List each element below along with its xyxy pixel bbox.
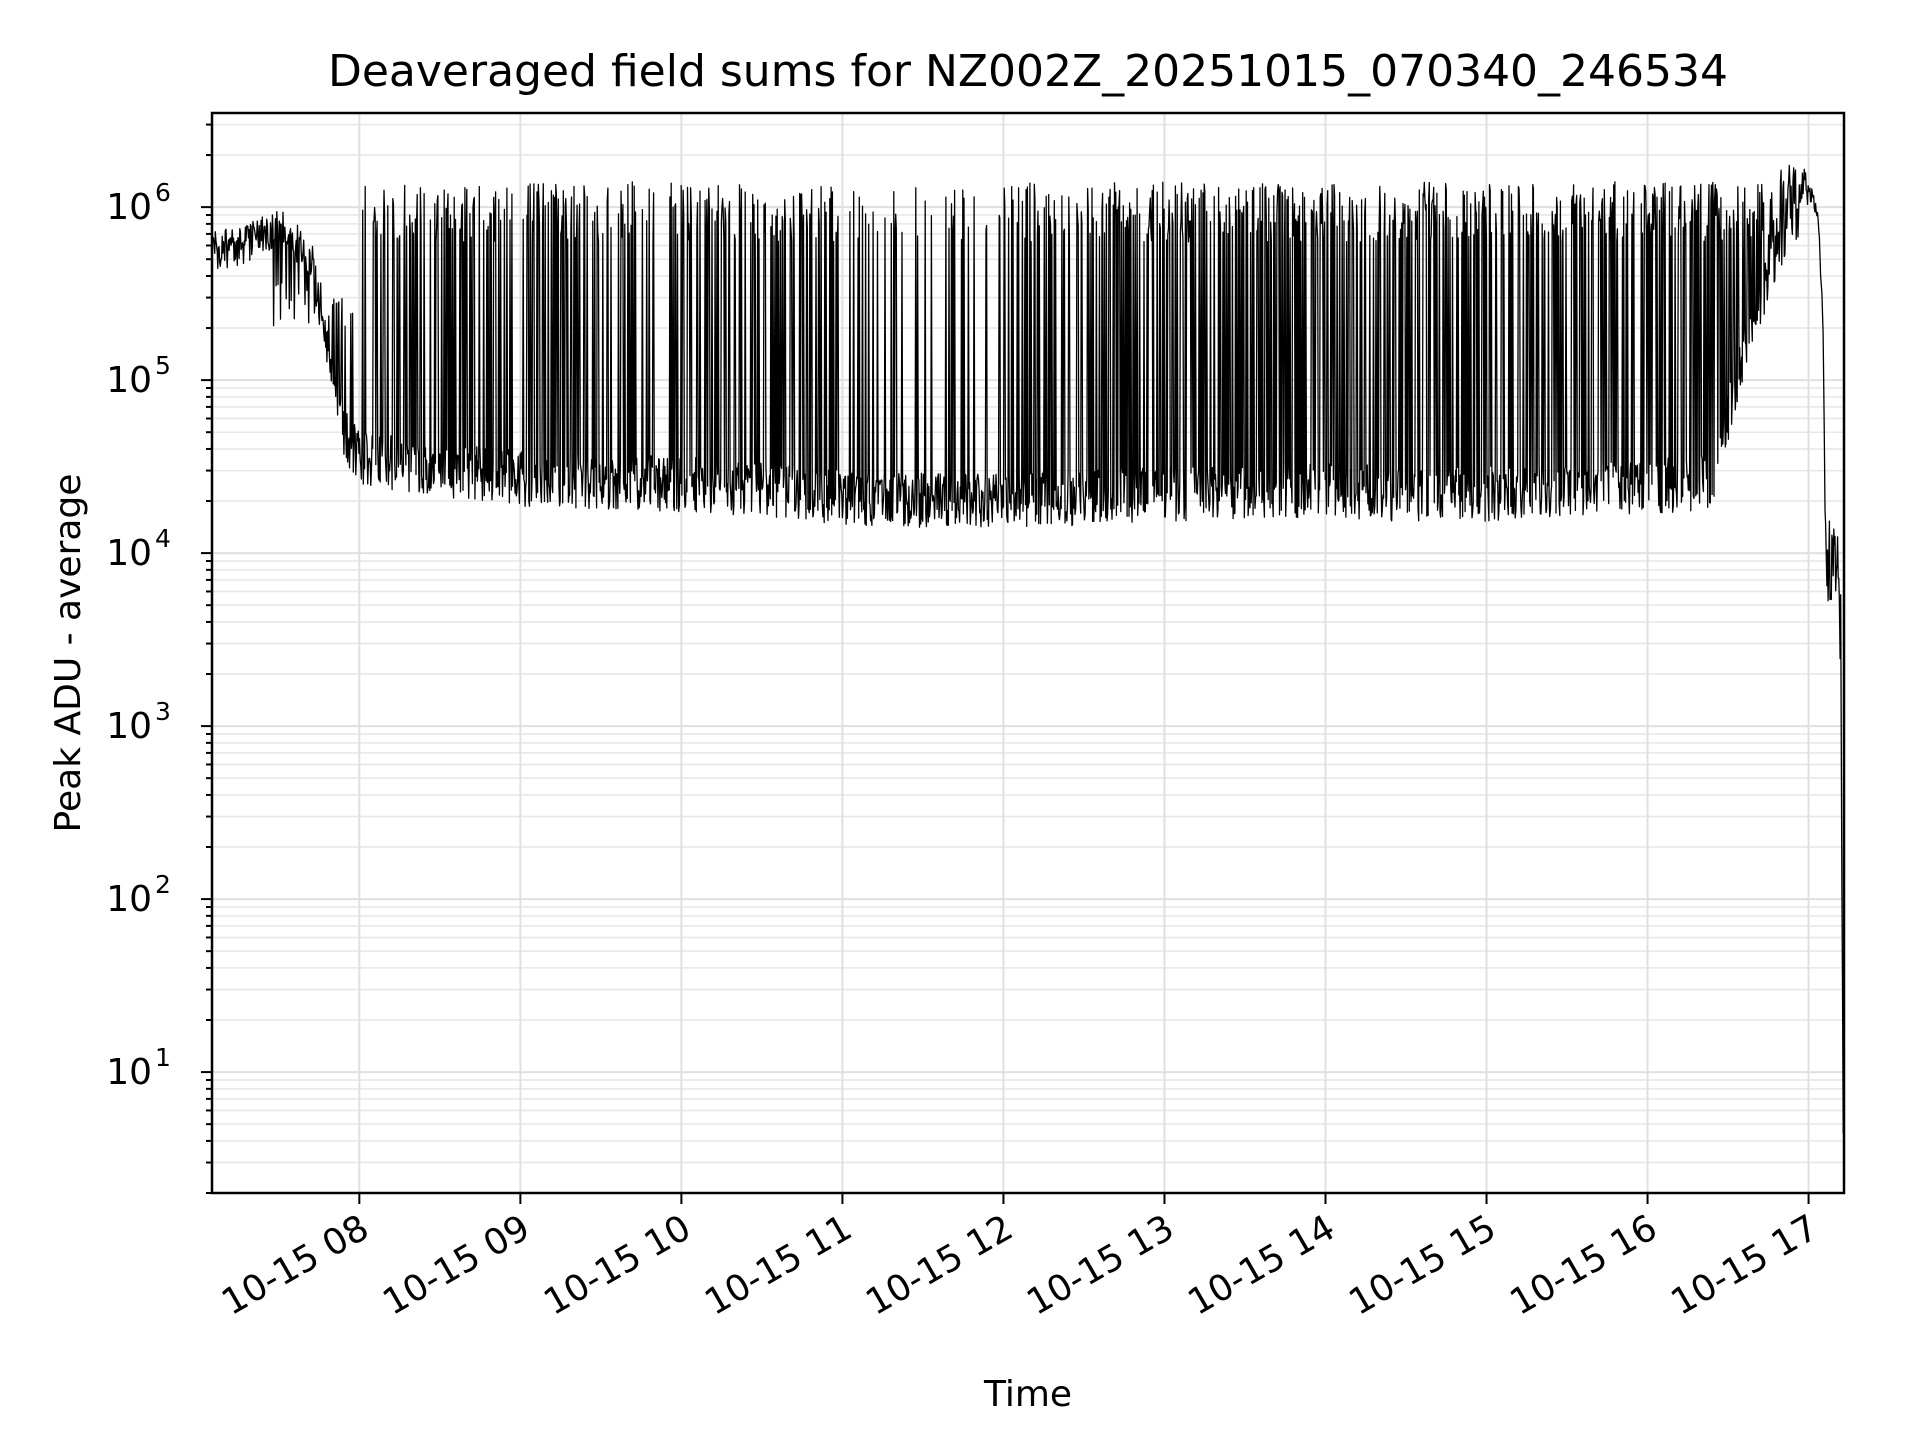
x-tick-label: 10-15 15 [1342, 1207, 1503, 1323]
series-line-peak-adu [212, 164, 1844, 1134]
y-tick-label: 10 [106, 879, 152, 920]
x-tick-label: 10-15 13 [1020, 1207, 1181, 1323]
y-tick-label: 10 [106, 706, 152, 747]
y-tick-exponent: 5 [155, 351, 171, 380]
ticks [201, 123, 1810, 1204]
x-tick-label: 10-15 08 [215, 1207, 376, 1323]
x-tick-label: 10-15 11 [698, 1207, 859, 1323]
series-layer [212, 164, 1844, 1134]
y-axis-label: Peak ADU - average [48, 474, 89, 833]
y-tick-exponent: 3 [155, 697, 171, 726]
y-tick-exponent: 1 [155, 1043, 171, 1072]
y-tick-exponent: 6 [155, 178, 171, 207]
y-tick-label: 10 [106, 533, 152, 574]
x-tick-label: 10-15 09 [376, 1207, 537, 1323]
x-tick-label: 10-15 10 [537, 1207, 698, 1323]
x-tick-label: 10-15 16 [1503, 1207, 1664, 1323]
plot-frame [210, 111, 1846, 1195]
y-tick-label: 10 [106, 187, 152, 228]
x-axis-label: Time [983, 1374, 1072, 1415]
y-tick-label: 10 [106, 360, 152, 401]
x-tick-label: 10-15 14 [1181, 1207, 1342, 1323]
y-tick-label: 10 [106, 1052, 152, 1093]
x-tick-label: 10-15 17 [1664, 1207, 1825, 1323]
y-tick-exponent: 4 [155, 524, 171, 553]
chart-title: Deaveraged field sums for NZ002Z_2025101… [328, 46, 1728, 97]
x-tick-label: 10-15 12 [859, 1207, 1020, 1323]
y-tick-exponent: 2 [155, 870, 171, 899]
